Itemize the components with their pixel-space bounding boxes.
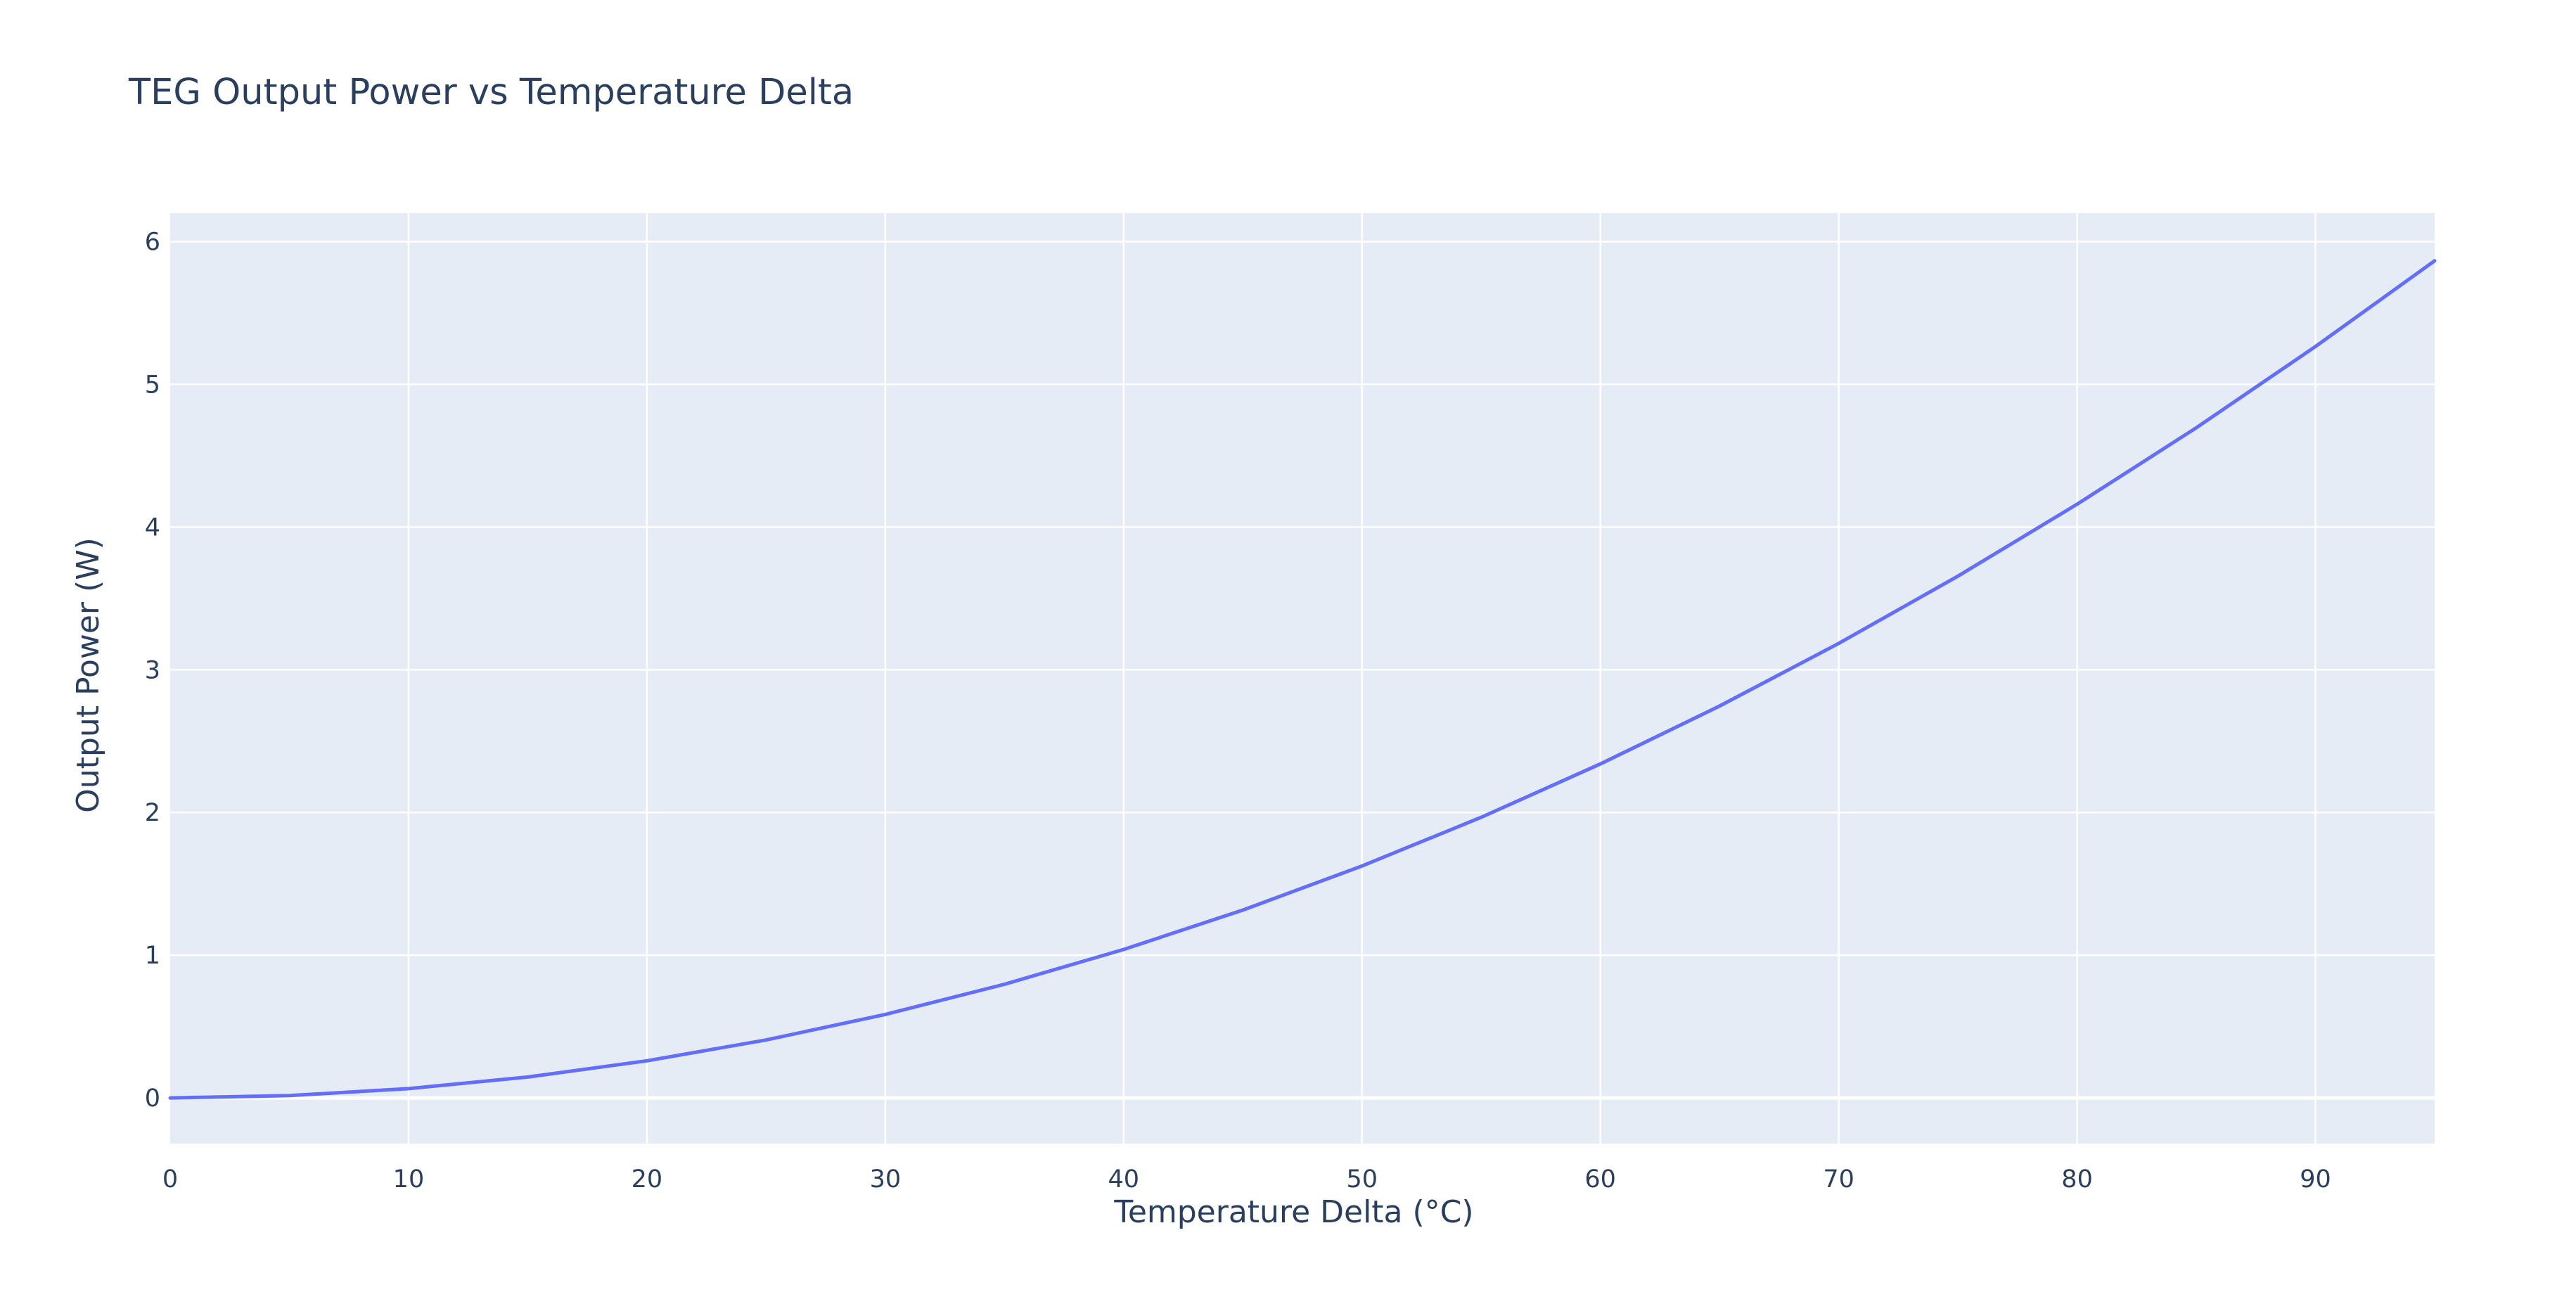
y-tick-label: 5: [145, 371, 160, 399]
x-tick-label: 80: [2061, 1165, 2093, 1194]
chart-title: TEG Output Power vs Temperature Delta: [128, 72, 854, 113]
y-tick-label: 4: [145, 513, 160, 542]
y-axis-title: Output Power (W): [70, 537, 106, 813]
x-axis-title: Temperature Delta (°C): [1113, 1194, 1473, 1230]
y-tick-label: 2: [145, 799, 160, 827]
y-tick-label: 1: [145, 942, 160, 970]
y-tick-labels: 0 1 2 3 4 5 6: [145, 229, 160, 1113]
y-tick-label: 3: [145, 656, 160, 684]
y-tick-label: 0: [145, 1084, 160, 1113]
x-tick-label: 40: [1108, 1165, 1140, 1194]
x-tick-label: 50: [1346, 1165, 1378, 1194]
x-tick-labels: 0 10 20 30 40 50 60 70 80 90: [162, 1165, 2331, 1194]
series-line-1: [168, 259, 2437, 1100]
x-tick-label: 10: [393, 1165, 425, 1194]
x-tick-label: 0: [162, 1165, 178, 1194]
x-tick-label: 60: [1584, 1165, 1616, 1194]
y-gridlines: [170, 241, 2435, 1100]
x-tick-label: 30: [870, 1165, 902, 1194]
plot-area: [170, 213, 2435, 1144]
x-tick-label: 70: [1823, 1165, 1854, 1194]
series-layer: [168, 259, 2437, 1100]
x-tick-label: 90: [2300, 1165, 2331, 1194]
y-tick-label: 6: [145, 229, 160, 257]
x-tick-label: 20: [632, 1165, 663, 1194]
x-gridlines: [407, 213, 2317, 1144]
